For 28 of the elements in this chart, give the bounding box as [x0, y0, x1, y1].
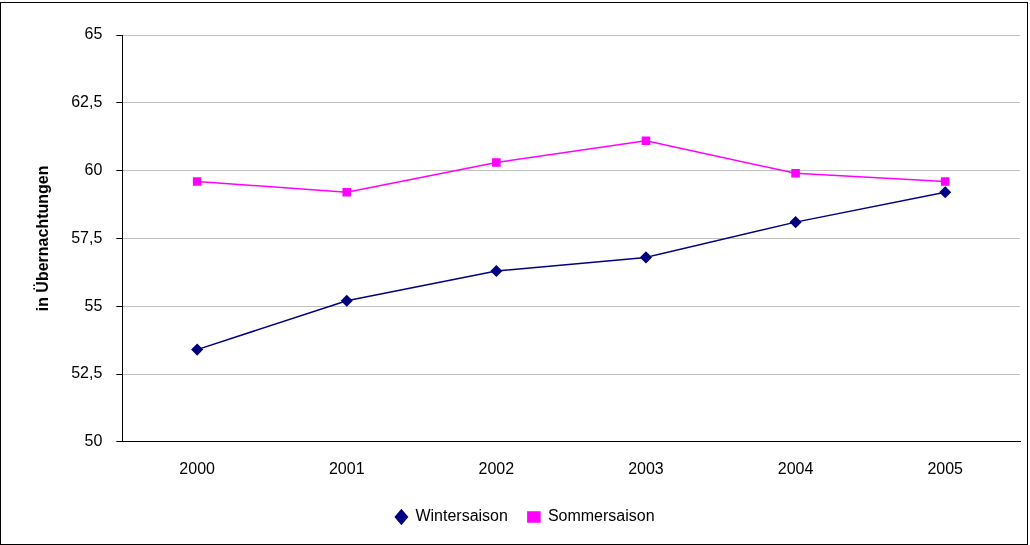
- y-axis-title: in Übernachtungen: [33, 165, 52, 312]
- point: [789, 216, 802, 228]
- point: [341, 295, 353, 307]
- x-tick-label: 2001: [328, 459, 365, 477]
- x-tick-label: 2003: [628, 459, 664, 477]
- point: [791, 169, 800, 178]
- point: [640, 251, 652, 264]
- y-tick-label: 57,5: [71, 228, 103, 246]
- x-tick-label: 2000: [179, 459, 216, 477]
- point: [641, 136, 651, 146]
- point: [939, 186, 951, 199]
- y-tick-label: 65: [84, 25, 103, 43]
- point: [192, 177, 202, 186]
- y-tick-label: 55: [84, 296, 103, 314]
- legend-label: Sommersaison: [547, 507, 655, 525]
- y-tick-label: 50: [84, 432, 103, 450]
- point: [342, 188, 352, 197]
- point: [191, 343, 203, 356]
- point: [492, 158, 501, 167]
- y-tick-label: 60: [84, 161, 103, 179]
- x-tick-label: 2005: [927, 459, 964, 477]
- point: [490, 265, 503, 277]
- x-tick-label: 2004: [777, 459, 814, 477]
- point: [940, 177, 950, 186]
- x-tick-label: 2002: [478, 459, 515, 477]
- legend-label: Wintersaison: [415, 507, 508, 525]
- y-tick-label: 62,5: [71, 93, 103, 111]
- y-tick-label: 52,5: [71, 364, 103, 382]
